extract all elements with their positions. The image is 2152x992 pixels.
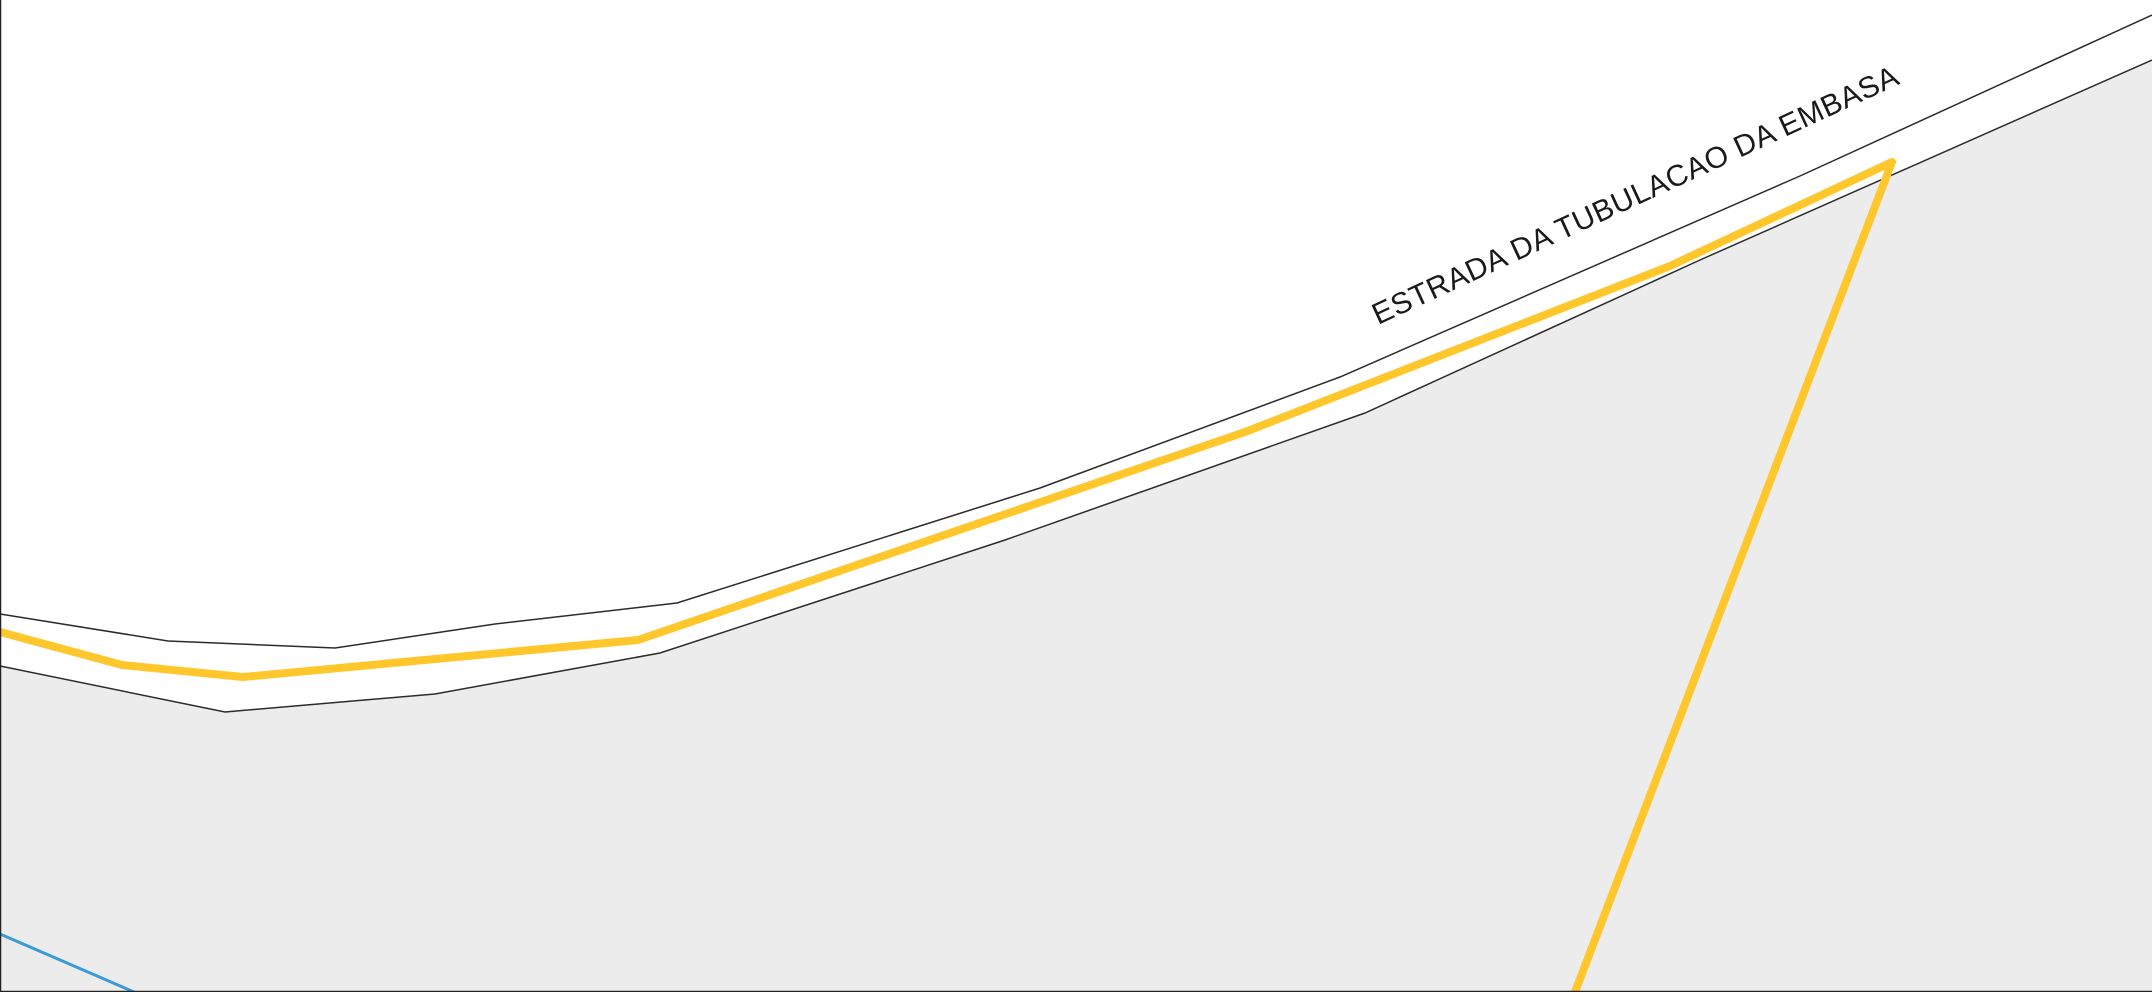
road-edge-upper [0, 14, 2152, 649]
parcel-area[interactable] [0, 60, 2152, 992]
road-edge-lower [0, 59, 2152, 713]
water-line [0, 932, 135, 992]
parcel-boundary[interactable] [0, 158, 1896, 992]
